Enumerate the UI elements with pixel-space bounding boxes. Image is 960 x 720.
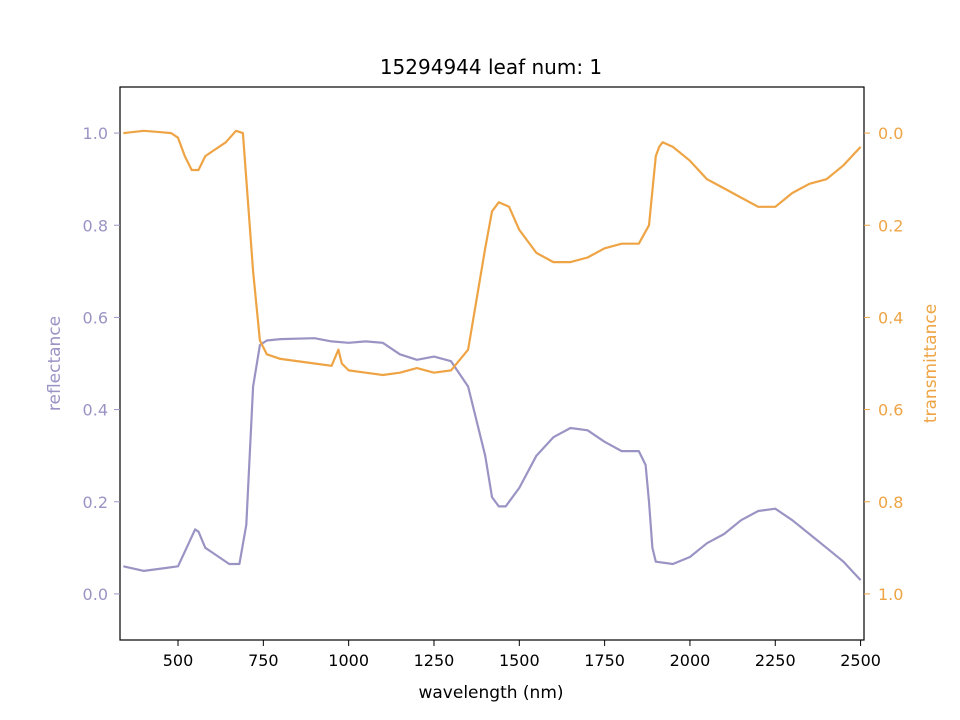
y-right-tick-label: 0.0 — [878, 124, 903, 143]
y-axis-right-label: transmittance — [921, 304, 941, 423]
y-right-tick-label: 0.8 — [878, 493, 903, 512]
y-right-tick-label: 1.0 — [878, 585, 903, 604]
y-left-tick-label: 1.0 — [83, 124, 108, 143]
y-right-tick-label: 0.2 — [878, 216, 903, 235]
x-tick-label: 1000 — [328, 651, 369, 670]
x-axis-label: wavelength (nm) — [418, 683, 563, 703]
x-tick-label: 750 — [248, 651, 279, 670]
series-line-transmittance — [123, 129, 862, 377]
x-tick-label: 500 — [163, 651, 194, 670]
y-left-tick-label: 0.8 — [83, 216, 108, 235]
x-tick-label: 2500 — [840, 651, 881, 670]
y-right-tick-label: 0.6 — [878, 401, 903, 420]
x-tick-label: 1250 — [414, 651, 455, 670]
x-tick-label: 2000 — [670, 651, 711, 670]
y-left-tick-label: 0.2 — [83, 493, 108, 512]
y-axis-left-label: reflectance — [45, 316, 65, 411]
x-tick-label: 2250 — [755, 651, 796, 670]
plot-frame — [119, 86, 865, 641]
chart-title: 15294944 leaf num: 1 — [380, 55, 602, 79]
y-right-tick-label: 0.4 — [878, 308, 903, 327]
y-left-tick-label: 0.0 — [83, 585, 108, 604]
x-tick-label: 1750 — [584, 651, 625, 670]
series-line-reflectance — [123, 337, 862, 581]
x-tick-label: 1500 — [499, 651, 540, 670]
y-left-tick-label: 0.6 — [83, 308, 108, 327]
y-left-tick-label: 0.4 — [83, 401, 108, 420]
